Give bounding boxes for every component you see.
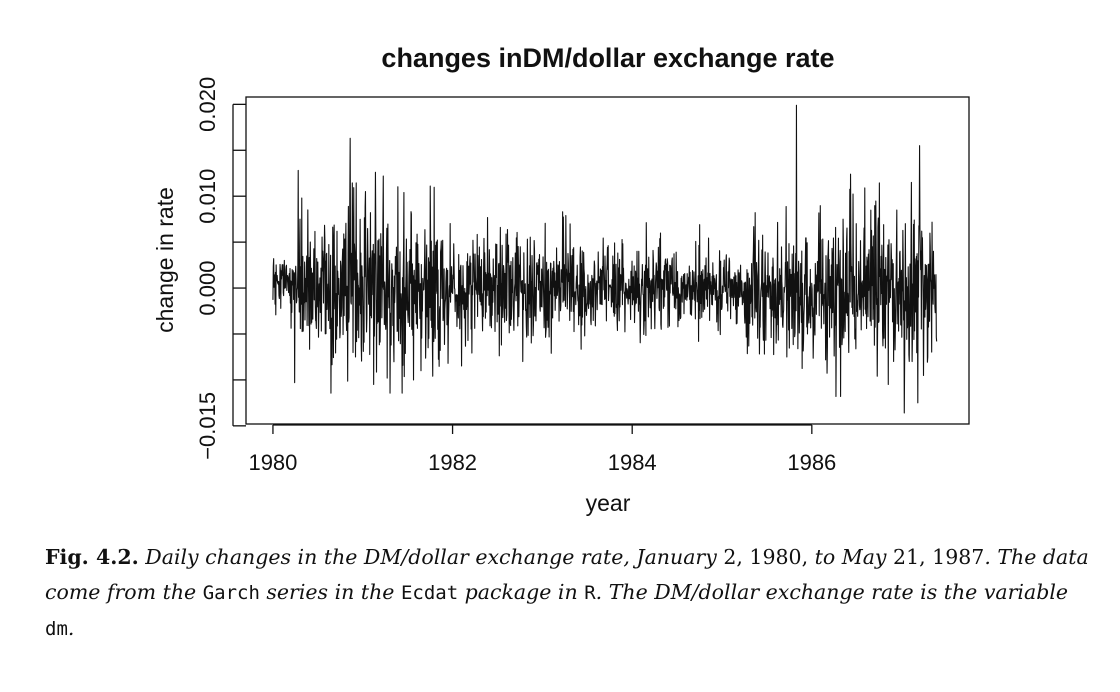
caption-text: Daily changes in the DM/dollar exchange … [138, 545, 724, 569]
y-tick-label: −0.015 [195, 392, 220, 460]
series-layer [272, 104, 938, 414]
caption-text: to May [808, 545, 894, 569]
caption-text: 2, 1980, [723, 545, 809, 569]
caption-text: 21, [893, 545, 926, 569]
x-tick-label: 1984 [608, 450, 657, 475]
y-tick-label: 0.010 [195, 169, 220, 224]
figure-caption: Fig. 4.2. Daily changes in the DM/dollar… [45, 540, 1095, 647]
y-axis-label: change in rate [152, 187, 178, 333]
chart-title: changes inDM/dollar exchange rate [381, 43, 834, 73]
plot-frame [245, 96, 970, 425]
caption-code-dm: dm [45, 618, 68, 640]
caption-text: series in the [259, 580, 401, 604]
chart: changes inDM/dollar exchange rate 1980 19… [152, 43, 970, 516]
x-tick-label: 1982 [428, 450, 477, 475]
y-tick-label: 0.000 [195, 261, 220, 316]
caption-text: package in [458, 580, 585, 604]
x-axis-label: year [586, 490, 631, 516]
caption-text: 1987 [932, 545, 985, 569]
x-axis: 1980 1982 1984 1986 [248, 424, 836, 475]
caption-code-garch: Garch [202, 582, 260, 604]
caption-text: . The data come from the [45, 545, 1089, 604]
y-tick-label: 0.020 [195, 77, 220, 132]
caption-figure-label: Fig. 4.2. [45, 545, 139, 569]
y-axis: −0.015 0.000 0.010 0.020 [195, 77, 246, 460]
caption-text: . [67, 616, 75, 640]
series-line [272, 104, 938, 414]
caption-text: . The DM/dollar exchange rate is the var… [595, 580, 1069, 604]
x-tick-label: 1980 [248, 450, 297, 475]
x-tick-label: 1986 [787, 450, 836, 475]
caption-code-r: R [584, 582, 596, 604]
caption-code-ecdat: Ecdat [400, 582, 459, 604]
